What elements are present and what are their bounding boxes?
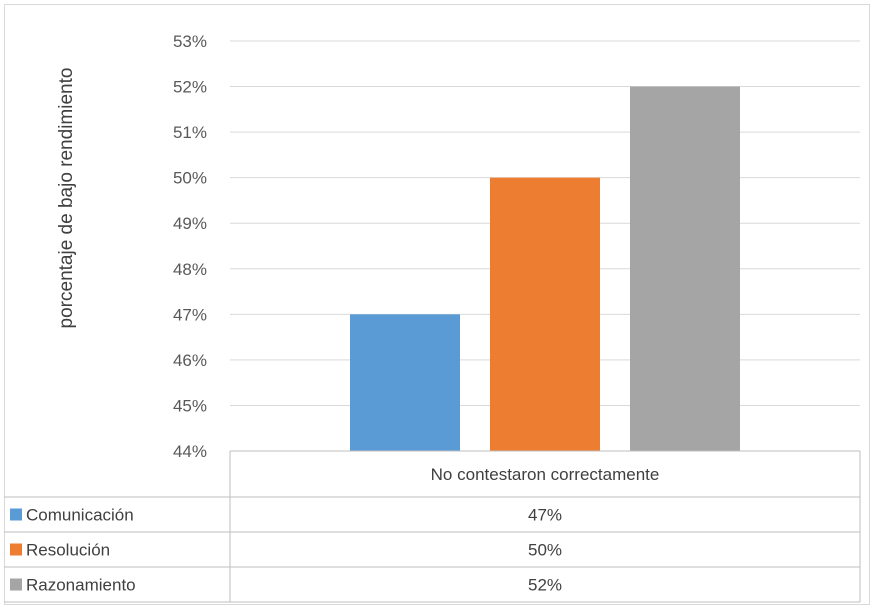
y-axis-label: porcentaje de bajo rendimiento — [56, 68, 77, 329]
y-tick-label: 53% — [173, 32, 207, 51]
y-tick-label: 52% — [173, 78, 207, 97]
data-value-label: 47% — [528, 506, 562, 525]
legend-label: Razonamiento — [26, 576, 136, 595]
bar-razonamiento — [630, 86, 740, 452]
legend-label: Comunicación — [26, 506, 134, 525]
data-value-label: 52% — [528, 576, 562, 595]
y-tick-label: 46% — [173, 351, 207, 370]
y-tick-label: 50% — [173, 169, 207, 188]
y-tick-label: 51% — [173, 123, 207, 142]
y-axis-ticks: 44% 45% 46% 47% 48% 49% 50% 51% 52% 53% — [173, 32, 207, 461]
legend-swatch — [10, 578, 22, 591]
legend-swatch — [10, 543, 22, 556]
y-tick-label: 44% — [173, 442, 207, 461]
legend-swatch — [10, 508, 22, 521]
y-tick-label: 48% — [173, 260, 207, 279]
bar-comunicacion — [350, 314, 460, 451]
data-table: No contestaron correctamente Comunicación… — [4, 450, 861, 603]
y-tick-label: 45% — [173, 396, 207, 415]
y-tick-label: 47% — [173, 305, 207, 324]
bars — [350, 86, 740, 452]
category-label: No contestaron correctamente — [431, 465, 660, 484]
bar-resolucion — [490, 177, 600, 451]
y-tick-label: 49% — [173, 214, 207, 233]
data-value-label: 50% — [528, 541, 562, 560]
legend-label: Resolución — [26, 541, 110, 560]
